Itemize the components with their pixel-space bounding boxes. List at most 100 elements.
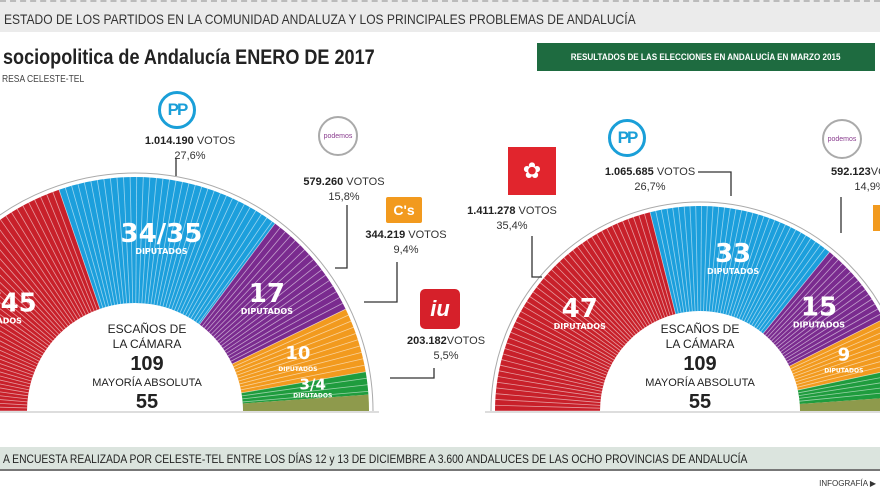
seat-divider	[0, 308, 50, 347]
seat-divider	[187, 207, 251, 318]
seat-divider	[758, 244, 821, 331]
seat-divider	[753, 238, 812, 328]
seat-divider	[0, 219, 74, 323]
podemos-votes-2017: 579.260 VOTOS 15,8%	[303, 175, 384, 205]
seat-divider	[775, 275, 855, 346]
other-seat-band	[799, 398, 880, 411]
seats-unit-label: DIPUTADOS	[293, 393, 332, 400]
seat-divider	[182, 200, 239, 315]
seat-divider	[797, 372, 880, 391]
majority-label: MAYORÍA ABSOLUTA	[645, 376, 755, 389]
votes-number: 203.182	[406, 335, 447, 347]
seat-divider	[497, 376, 602, 395]
seat-divider	[241, 377, 367, 397]
seat-divider	[555, 265, 630, 341]
seat-divider	[746, 229, 797, 323]
votes-word: VOTOS	[446, 335, 486, 347]
pp-logo-2017: PP	[158, 91, 196, 129]
connector-podemos-2017	[335, 205, 348, 269]
seat-divider	[510, 331, 608, 373]
seat-divider	[722, 211, 748, 314]
seat-divider	[215, 254, 310, 340]
seat-divider	[495, 404, 601, 409]
cs-logo-2015-partial	[873, 205, 880, 231]
seat-divider	[496, 387, 601, 401]
seat-divider	[0, 395, 28, 400]
seat-divider	[0, 391, 29, 397]
seat-divider	[123, 177, 131, 304]
seat-divider	[789, 320, 880, 367]
seat-divider	[738, 222, 781, 320]
seat-divider	[551, 269, 628, 343]
seat-divider	[64, 187, 104, 309]
seat-divider	[96, 179, 118, 305]
connector-iu-2017	[390, 368, 435, 379]
seat-divider	[496, 381, 602, 398]
pp-votes-2017: 1.014.190 VOTOS 27,6%	[145, 134, 235, 164]
hemicycle-outline	[0, 172, 374, 412]
seat-divider	[0, 249, 66, 329]
seat-divider	[708, 206, 720, 312]
pp-logo-2015: PP	[608, 119, 646, 157]
seat-divider	[198, 221, 273, 324]
seat-divider	[703, 206, 708, 312]
seat-divider	[515, 321, 611, 368]
seat-divider	[150, 179, 170, 305]
seat-divider	[217, 259, 314, 342]
seat-divider	[683, 206, 693, 312]
seat-divider	[162, 184, 196, 307]
seat-divider	[0, 358, 35, 373]
seat-divider	[0, 266, 62, 333]
seat-divider	[762, 251, 830, 334]
seat-divider	[751, 235, 807, 326]
seat-divider	[568, 253, 637, 335]
seat-divider	[790, 326, 880, 370]
seat-divider	[705, 206, 714, 312]
seat-divider	[185, 203, 245, 316]
seat-divider	[733, 217, 770, 318]
seat-divider	[526, 301, 616, 358]
seat-divider	[627, 218, 666, 318]
seat-divider	[230, 302, 343, 362]
seat-divider	[0, 387, 29, 394]
source-subtitle: RESA CELESTE-TEL	[2, 74, 85, 85]
seat-divider	[736, 219, 776, 319]
seat-divider	[52, 191, 98, 311]
seat-divider	[776, 280, 859, 348]
other-seat-band	[242, 394, 369, 411]
seats-unit-label: DIPUTADOS	[278, 366, 317, 373]
seat-divider	[227, 291, 337, 357]
seat-divider	[773, 271, 851, 344]
seat-divider	[529, 296, 618, 356]
section-header-bar: ESTADO DE LOS PARTIDOS EN LA COMUNIDAD A…	[0, 0, 880, 32]
seat-divider	[242, 384, 368, 400]
footer-note: A ENCUESTA REALIZADA POR CELESTE-TEL ENT…	[3, 452, 748, 466]
votes-word: VOTOS	[408, 229, 447, 241]
seat-divider	[240, 358, 364, 388]
seat-divider	[239, 352, 362, 385]
seat-divider	[22, 205, 84, 317]
seat-divider	[577, 246, 641, 332]
seats-label: 10	[285, 343, 310, 364]
seat-divider	[165, 186, 203, 308]
seat-divider	[728, 214, 759, 316]
seat-divider	[11, 212, 79, 320]
seat-block-podemos	[763, 252, 880, 367]
seat-divider	[799, 392, 880, 402]
seat-divider	[0, 383, 30, 391]
seats-label: 15	[801, 293, 837, 323]
seats-label: 17	[249, 279, 285, 309]
votes-pct: 9,4%	[393, 244, 419, 256]
seats-label: 34/35	[121, 219, 203, 249]
seat-divider	[176, 195, 227, 312]
seat-divider	[725, 212, 754, 315]
votes-word: VOTOS	[196, 135, 236, 147]
seat-divider	[153, 180, 177, 305]
seat-divider	[793, 344, 880, 377]
seat-divider	[0, 406, 28, 409]
seat-divider	[798, 377, 880, 394]
psoe-rose-logo-2015: ✿	[508, 147, 556, 195]
seat-divider	[756, 241, 816, 329]
seats-unit-label: DIPUTADOS	[241, 307, 293, 316]
infografia-credit: INFOGRAFÍA ▶	[819, 479, 876, 488]
